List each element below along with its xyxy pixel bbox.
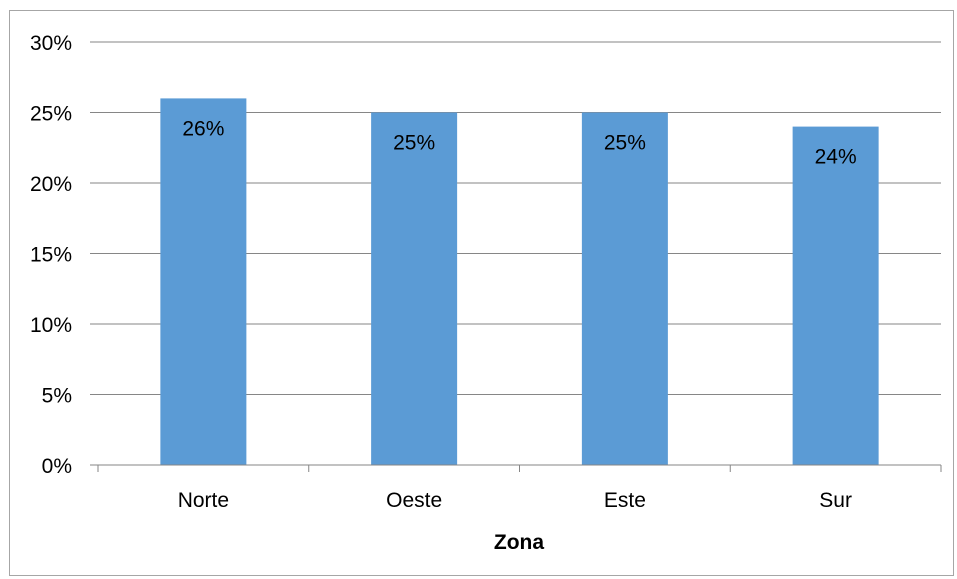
bars — [160, 98, 879, 466]
data-label: 25% — [393, 132, 435, 155]
x-tick-label: Sur — [819, 489, 852, 512]
y-tick-label: 0% — [42, 455, 72, 478]
data-labels: 26% 25% 25% 24% — [182, 117, 856, 168]
y-tick-label: 20% — [30, 173, 72, 196]
x-tick-label: Este — [604, 489, 646, 512]
y-tick-label: 25% — [30, 103, 72, 126]
x-axis — [90, 464, 942, 472]
x-tick-label: Norte — [178, 489, 229, 512]
x-axis-ticks: Norte Oeste Este Sur — [178, 489, 852, 512]
bar-este — [581, 112, 668, 465]
y-axis-ticks: 0% 5% 10% 15% 20% 25% 30% — [30, 32, 72, 478]
y-tick-label: 30% — [30, 32, 72, 55]
y-tick-label: 5% — [42, 385, 72, 408]
y-tick-label: 10% — [30, 314, 72, 337]
data-label: 24% — [815, 146, 857, 169]
bar-sur — [792, 126, 879, 465]
bar-oeste — [371, 112, 458, 465]
x-axis-title: Zona — [494, 531, 544, 554]
bar-norte — [160, 98, 247, 466]
data-label: 26% — [182, 117, 224, 140]
data-label: 25% — [604, 132, 646, 155]
y-tick-label: 15% — [30, 244, 72, 267]
x-tick-label: Oeste — [386, 489, 442, 512]
